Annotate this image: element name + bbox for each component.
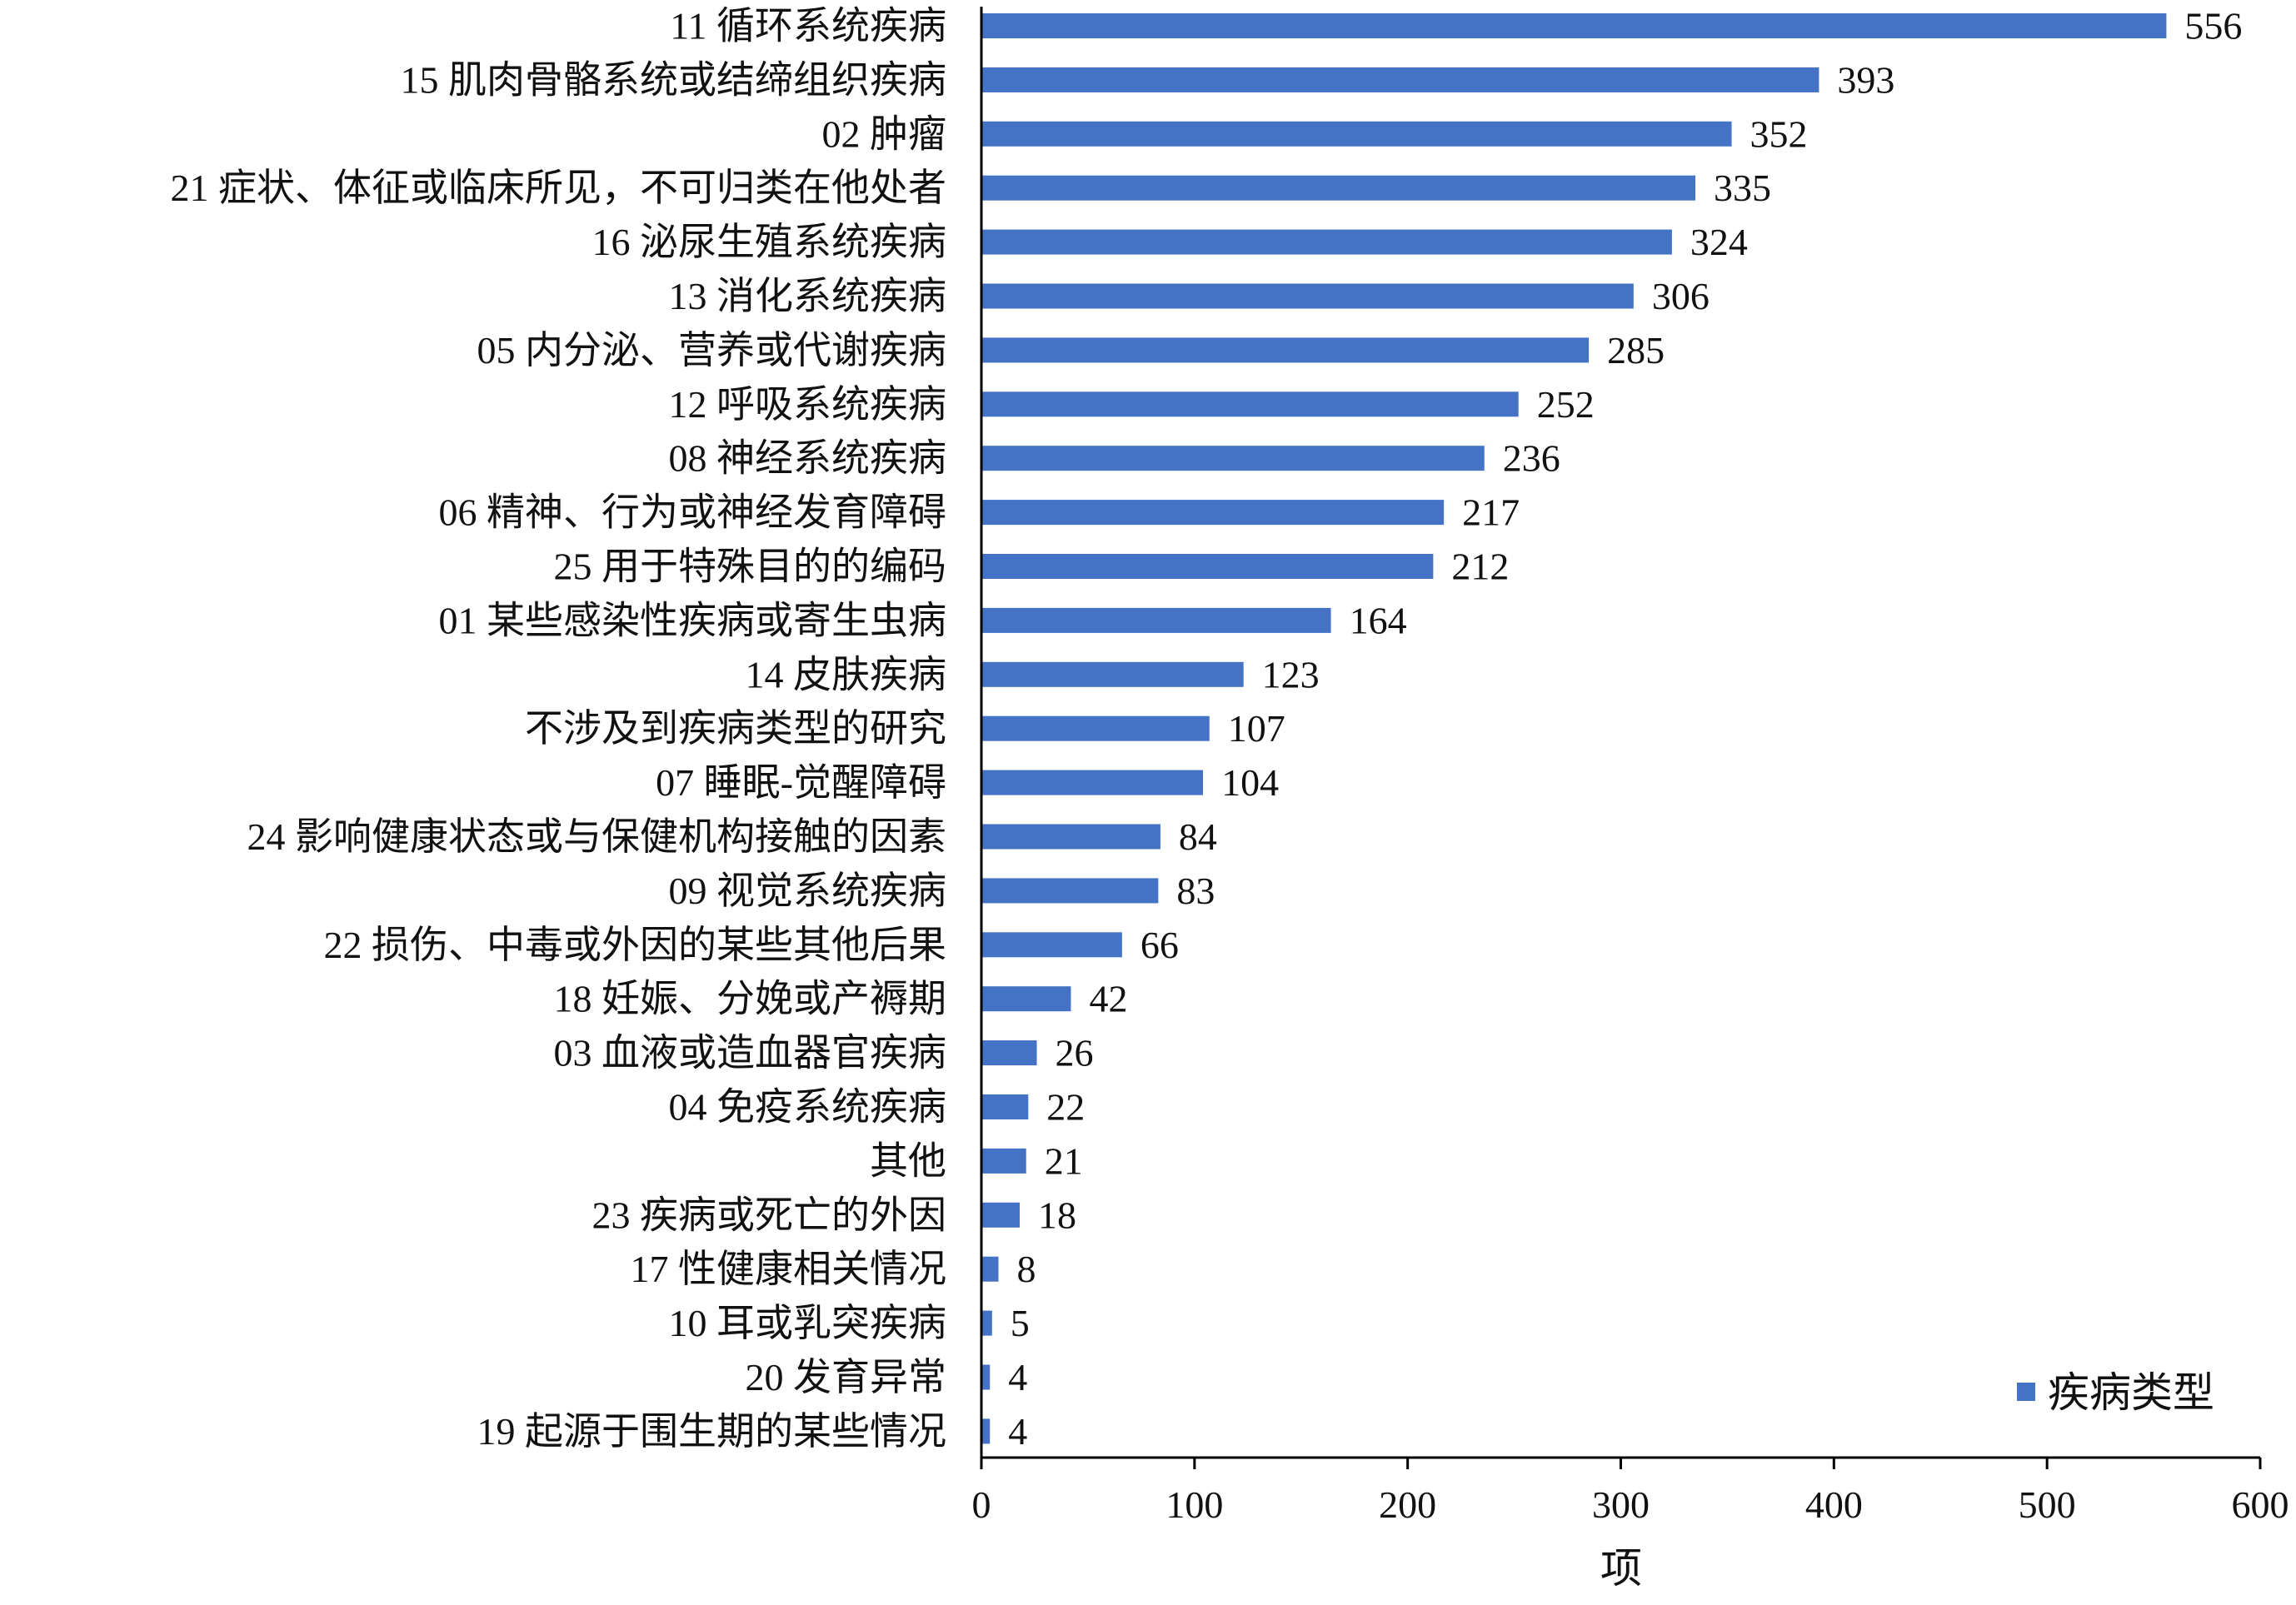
x-tick-label: 400 <box>1805 1483 1863 1526</box>
x-tick-label: 0 <box>972 1483 991 1526</box>
bar <box>981 770 1204 795</box>
x-tick-label: 600 <box>2232 1483 2289 1526</box>
bar <box>981 878 1159 904</box>
bar <box>981 715 1210 741</box>
category-label: 14 皮肤疾病 <box>746 653 947 695</box>
legend-label: 疾病类型 <box>2048 1369 2214 1416</box>
category-label: 24 影响健康状态或与保健机构接触的因素 <box>247 815 947 858</box>
category-label: 23 疾病或死亡的外因 <box>592 1194 947 1236</box>
bar <box>981 1364 991 1390</box>
data-label: 393 <box>1837 58 1894 101</box>
category-label: 02 肿瘤 <box>822 112 947 155</box>
bar <box>981 283 1634 309</box>
data-label: 252 <box>1537 383 1595 426</box>
category-label: 11 循环系统疾病 <box>670 5 946 47</box>
bar <box>981 661 1244 687</box>
data-label: 352 <box>1750 112 1808 155</box>
bar <box>981 13 2167 38</box>
data-label: 217 <box>1462 491 1520 534</box>
x-tick-label: 100 <box>1165 1483 1223 1526</box>
data-label: 212 <box>1451 546 1509 588</box>
data-label: 21 <box>1045 1139 1083 1182</box>
bar <box>981 337 1590 363</box>
category-label: 20 发育异常 <box>746 1356 947 1398</box>
category-label: 22 损伤、中毒或外因的某些其他后果 <box>324 924 947 966</box>
category-label: 21 症状、体征或临床所见，不可归类在他处者 <box>171 167 947 209</box>
bar <box>981 121 1732 147</box>
category-label: 13 消化系统疾病 <box>669 275 947 317</box>
data-label: 335 <box>1714 167 1771 209</box>
data-label: 164 <box>1350 599 1407 641</box>
bar <box>981 1256 999 1282</box>
bar <box>981 824 1160 850</box>
bar <box>981 391 1519 417</box>
category-label: 25 用于特殊目的的编码 <box>554 546 947 588</box>
data-label: 42 <box>1089 978 1127 1020</box>
data-label: 556 <box>2184 5 2242 47</box>
bar <box>981 1148 1026 1174</box>
category-label: 04 免疫系统疾病 <box>669 1086 947 1129</box>
data-label: 123 <box>1262 653 1320 695</box>
category-label: 17 性健康相关情况 <box>631 1248 947 1290</box>
bar <box>981 1310 992 1336</box>
data-label: 306 <box>1652 275 1710 317</box>
x-tick-label: 300 <box>1592 1483 1650 1526</box>
category-label: 03 血液或造血器官疾病 <box>554 1032 947 1074</box>
data-label: 107 <box>1228 707 1285 750</box>
data-label: 83 <box>1176 870 1215 912</box>
data-label: 4 <box>1008 1356 1027 1398</box>
bar <box>981 932 1122 958</box>
category-label: 01 某些感染性疾病或寄生虫病 <box>439 599 947 641</box>
category-label: 16 泌尿生殖系统疾病 <box>592 221 947 263</box>
category-label: 06 精神、行为或神经发育障碍 <box>439 491 947 534</box>
data-label: 236 <box>1503 437 1560 480</box>
data-label: 22 <box>1046 1086 1085 1129</box>
category-label: 08 神经系统疾病 <box>669 437 947 480</box>
x-tick-label: 500 <box>2019 1483 2076 1526</box>
category-label: 19 起源于围生期的某些情况 <box>477 1410 947 1453</box>
data-label: 104 <box>1221 761 1279 804</box>
bar <box>981 500 1445 526</box>
bar <box>981 175 1696 201</box>
bar <box>981 1418 991 1444</box>
data-label: 8 <box>1016 1248 1036 1290</box>
x-axis-title: 项 <box>1600 1545 1642 1592</box>
category-label: 09 视觉系统疾病 <box>669 870 947 912</box>
category-label: 其他 <box>870 1139 946 1182</box>
data-label: 84 <box>1179 815 1217 858</box>
bar <box>981 986 1071 1012</box>
data-label: 26 <box>1056 1032 1094 1074</box>
data-label: 66 <box>1141 924 1179 966</box>
category-label: 18 妊娠、分娩或产褥期 <box>554 978 947 1020</box>
data-label: 324 <box>1690 221 1748 263</box>
category-label: 10 耳或乳突疾病 <box>669 1302 947 1344</box>
data-label: 4 <box>1008 1410 1027 1453</box>
category-label: 07 睡眠-觉醒障碍 <box>656 761 946 804</box>
data-label: 285 <box>1607 329 1665 371</box>
bar <box>981 229 1672 255</box>
bar <box>981 446 1485 471</box>
x-tick-label: 200 <box>1379 1483 1436 1526</box>
data-label: 5 <box>1011 1302 1030 1344</box>
category-label: 05 内分泌、营养或代谢疾病 <box>477 329 947 371</box>
legend-swatch <box>2017 1383 2035 1401</box>
bar <box>981 554 1434 579</box>
bar <box>981 67 1819 92</box>
category-label: 12 呼吸系统疾病 <box>669 383 947 426</box>
bar <box>981 607 1331 633</box>
data-label: 18 <box>1038 1194 1076 1236</box>
bar <box>981 1094 1029 1119</box>
bar <box>981 1040 1037 1066</box>
bar <box>981 1202 1021 1228</box>
category-label: 不涉及到疾病类型的研究 <box>525 707 946 750</box>
category-label: 15 肌肉骨骼系统或结缔组织疾病 <box>401 58 947 101</box>
